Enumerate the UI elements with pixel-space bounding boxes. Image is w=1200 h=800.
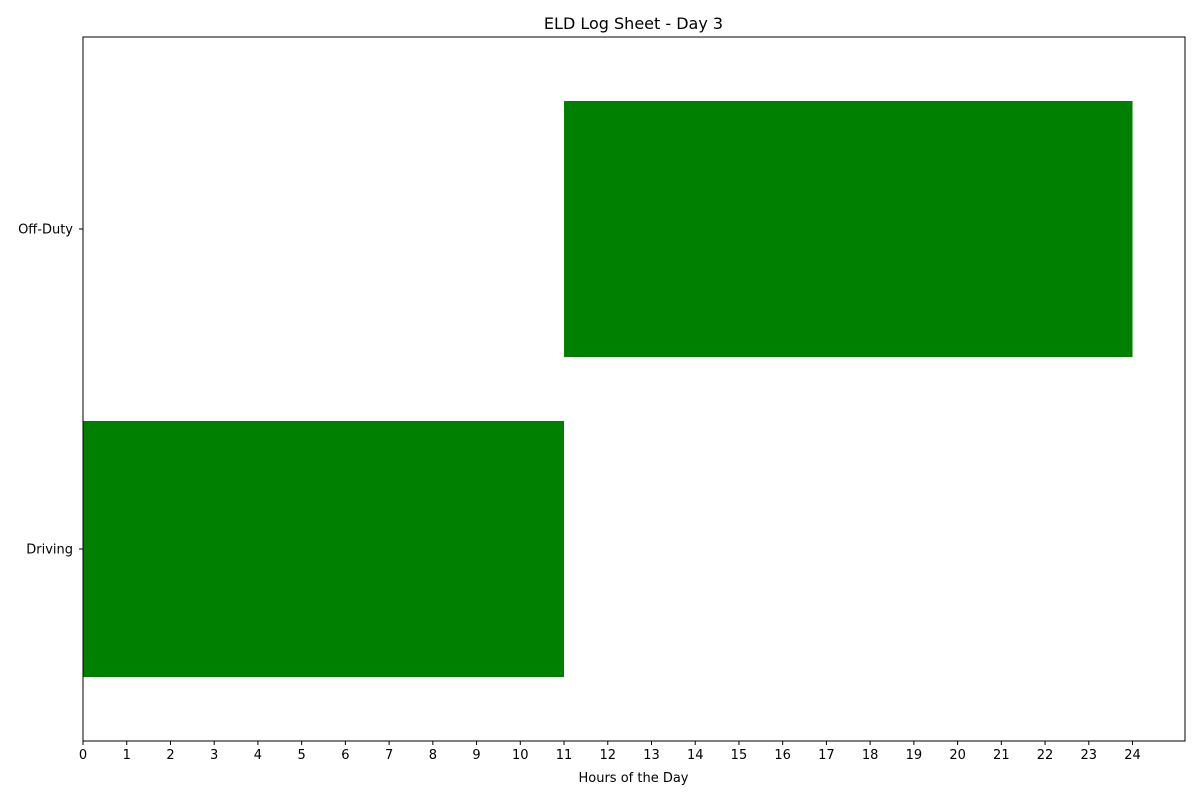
x-tick-label: 3	[210, 748, 218, 763]
x-axis-label: Hours of the Day	[578, 771, 688, 786]
x-tick-label: 7	[385, 748, 393, 763]
x-tick-label: 8	[429, 748, 437, 763]
x-tick-label: 4	[254, 748, 262, 763]
y-tick-label: Driving	[26, 543, 73, 558]
x-tick-label: 24	[1124, 748, 1141, 763]
x-tick-label: 16	[774, 748, 791, 763]
x-tick-label: 23	[1081, 748, 1098, 763]
x-tick-label: 17	[818, 748, 835, 763]
y-axis-ticks: Driving Off-Duty	[18, 223, 83, 558]
x-tick-label: 22	[1037, 748, 1054, 763]
x-tick-label: 0	[79, 748, 87, 763]
x-tick-label: 10	[512, 748, 529, 763]
x-tick-label: 20	[949, 748, 966, 763]
bar-off-duty	[564, 101, 1133, 357]
x-tick-label: 2	[166, 748, 174, 763]
x-tick-label: 9	[472, 748, 480, 763]
x-tick-label: 14	[687, 748, 704, 763]
x-axis-ticks: 0 1 2 3 4 5 6 7 8 9 10 11 12 13 14 15 16 17 18 19 20 21 22 23 24	[79, 741, 1141, 763]
bars-group	[83, 101, 1133, 677]
plot-frame	[82, 36, 1186, 742]
bar-driving	[83, 421, 565, 677]
chart-title: ELD Log Sheet - Day 3	[544, 14, 723, 33]
x-tick-label: 13	[643, 748, 660, 763]
x-tick-label: 6	[341, 748, 349, 763]
x-tick-label: 1	[123, 748, 131, 763]
y-tick-label: Off-Duty	[18, 223, 73, 238]
x-tick-label: 21	[993, 748, 1010, 763]
x-tick-label: 5	[298, 748, 306, 763]
x-tick-label: 19	[906, 748, 923, 763]
x-tick-label: 12	[599, 748, 616, 763]
x-tick-label: 11	[556, 748, 573, 763]
x-tick-label: 15	[731, 748, 748, 763]
x-tick-label: 18	[862, 748, 879, 763]
